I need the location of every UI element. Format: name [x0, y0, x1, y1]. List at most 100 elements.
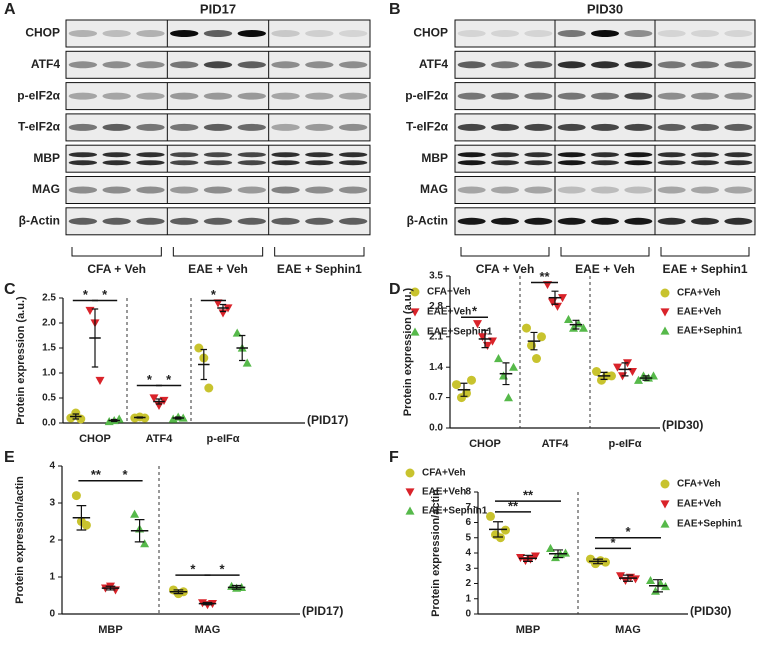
blot-band [102, 152, 131, 158]
blot-band [237, 160, 266, 166]
blot-band [691, 92, 719, 100]
error-bar [642, 375, 650, 381]
significance-label: * [147, 372, 153, 387]
error-bar [111, 418, 118, 423]
group-bracket [172, 247, 264, 257]
group-bracket [71, 247, 162, 257]
blot-band [136, 186, 165, 194]
data-point [579, 323, 588, 332]
error-bar [76, 504, 87, 531]
blot-band [338, 186, 368, 194]
blot-band [237, 123, 266, 131]
significance-label: * [625, 524, 631, 539]
y-tick-label: 8 [465, 487, 471, 498]
legend-marker [410, 287, 420, 297]
blot-band [305, 30, 334, 37]
data-point [467, 375, 476, 385]
blot-band [557, 61, 586, 69]
blot-band [691, 61, 719, 69]
blot-band [68, 92, 98, 100]
data-point [531, 552, 540, 561]
group-bracket [274, 247, 365, 257]
blot-band [68, 160, 98, 166]
blot-band [338, 30, 368, 37]
significance-label: * [83, 287, 89, 302]
blot-band [491, 92, 519, 100]
blot-band [524, 186, 553, 194]
significance-label: * [102, 287, 108, 302]
group-bracket [560, 247, 650, 257]
blot-band [591, 217, 619, 225]
data-point [71, 408, 81, 418]
blot-row-label: MBP [33, 151, 60, 165]
blot-title: PID30 [587, 1, 623, 16]
legend-marker [660, 479, 670, 489]
data-point [537, 332, 546, 342]
y-tick-label: 3 [465, 563, 471, 574]
y-tick-label: 1.0 [42, 368, 56, 379]
blot-band [691, 217, 719, 225]
error-bar [481, 329, 489, 349]
blot-band [457, 30, 486, 37]
legend-marker [660, 326, 670, 335]
significance-label: * [220, 562, 226, 577]
blot-band [557, 186, 586, 194]
blot-band [338, 61, 368, 69]
blot-band [102, 92, 131, 100]
blot-band [136, 30, 165, 37]
data-point [499, 371, 508, 380]
blot-band [271, 30, 300, 37]
panel-letter: E [4, 449, 15, 466]
x-tick-label: MBP [516, 624, 540, 636]
blot-band [305, 123, 334, 131]
blot-band [136, 152, 165, 158]
blot-band [724, 217, 753, 225]
significance-label: * [610, 535, 616, 550]
blot-band [136, 61, 165, 69]
y-tick-label: 3 [49, 498, 55, 509]
blot-band [338, 92, 368, 100]
blot-band [591, 61, 619, 69]
legend-label: EAE+Veh [422, 487, 466, 498]
blot-row-label: p-eIF2α [405, 88, 448, 102]
blot-band [136, 123, 165, 131]
y-tick-label: 4 [49, 461, 55, 472]
blot-band [591, 152, 619, 158]
blot-band [102, 30, 131, 37]
blot-band [657, 217, 686, 225]
data-point [213, 299, 223, 308]
data-point [452, 380, 461, 390]
x-tick-label: CHOP [79, 433, 111, 445]
error-bar [623, 574, 633, 582]
x-tick-label: CHOP [469, 438, 501, 450]
blot-band [657, 61, 686, 69]
y-tick-label: 2.1 [429, 331, 443, 342]
blot-band [271, 186, 300, 194]
blot-band [724, 152, 753, 158]
panel-letter: F [389, 449, 399, 466]
blot-band [491, 61, 519, 69]
blot-band [102, 61, 131, 69]
blot-strip [454, 176, 756, 204]
x-note: (PID17) [307, 413, 348, 427]
panel-letter: B [389, 1, 401, 18]
blot-band [524, 61, 553, 69]
y-tick-label: 2 [49, 535, 55, 546]
y-axis-label: Protein expression (a.u.) [15, 296, 27, 425]
error-bar [523, 554, 533, 562]
legend-label: EAE+Veh [677, 307, 721, 318]
error-bar [600, 371, 608, 380]
blot-row-label: CHOP [25, 26, 60, 40]
data-point [140, 539, 150, 548]
blot-band [724, 61, 753, 69]
blot-strip [454, 144, 756, 173]
blot-band [271, 152, 300, 158]
blot-band [271, 217, 300, 225]
data-point [242, 358, 252, 367]
blot-band [271, 123, 300, 131]
error-bar [572, 319, 580, 330]
blot-band [524, 217, 553, 225]
significance-label: * [211, 287, 217, 302]
data-point [504, 393, 513, 402]
blot-band [457, 123, 486, 131]
